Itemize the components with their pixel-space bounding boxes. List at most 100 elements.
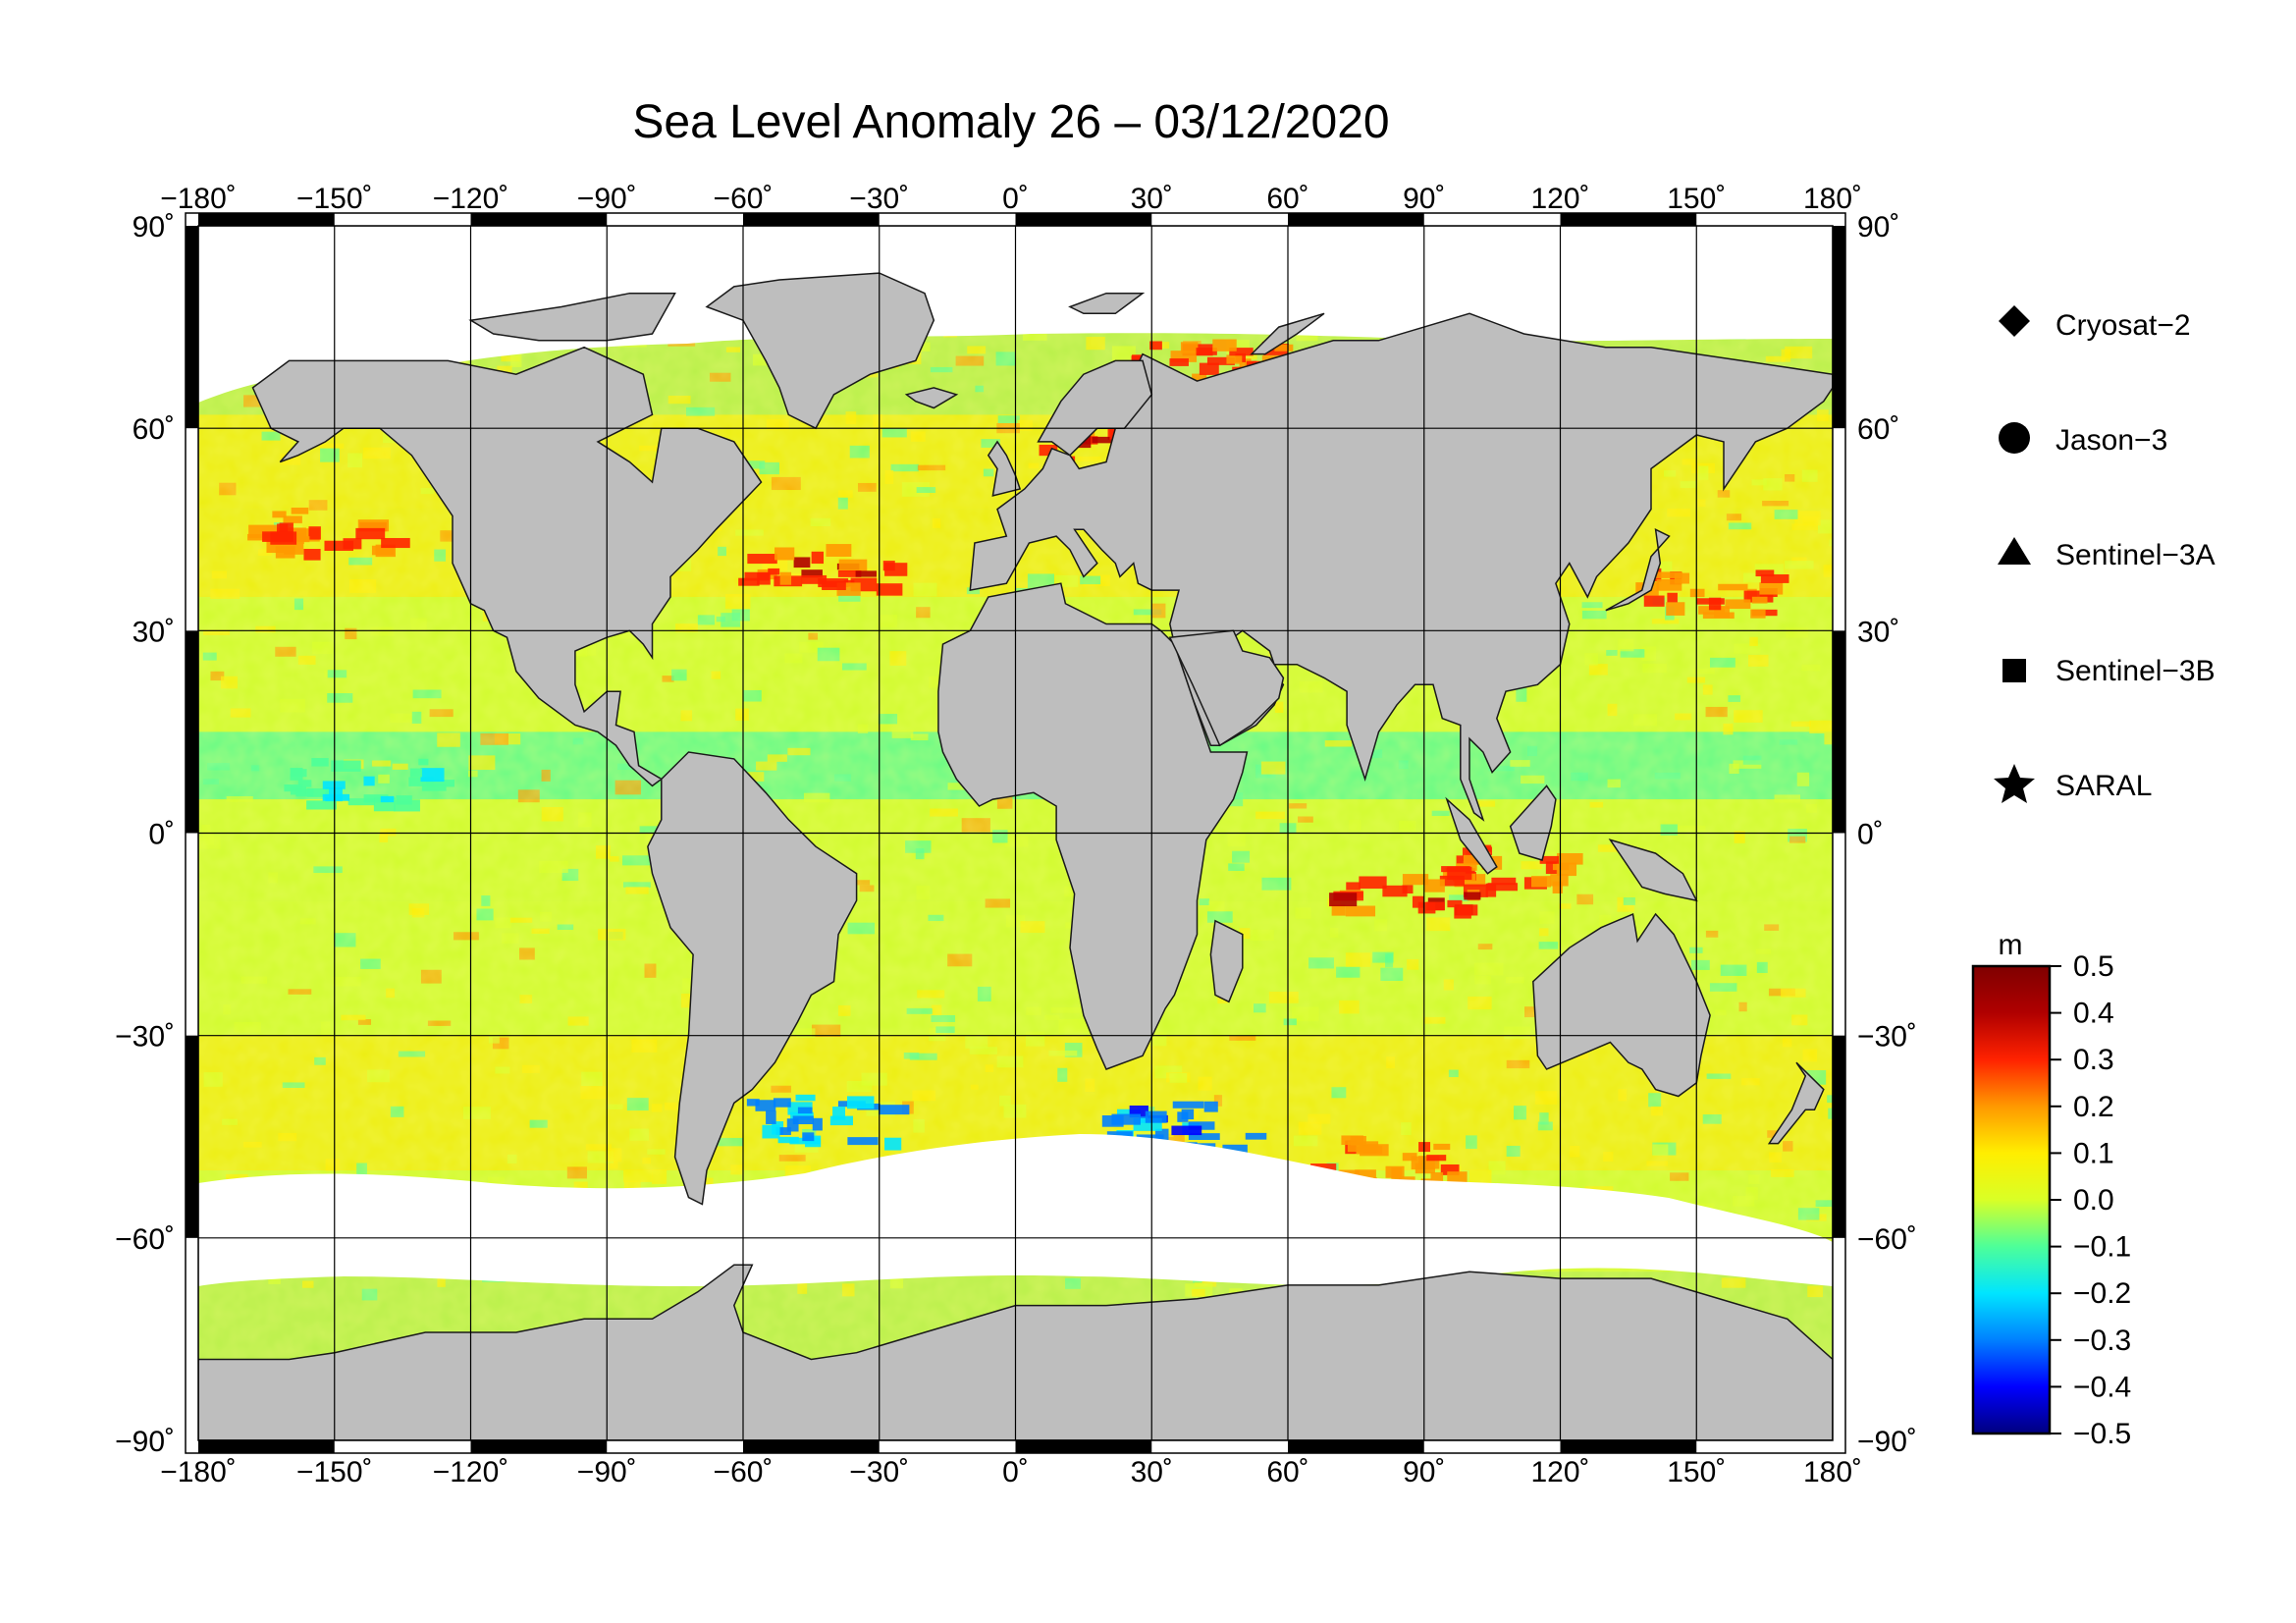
longitude-label-top: −120˚ [433,183,509,215]
legend-label: SARAL [2056,770,2152,802]
longitude-labels-top: −180˚ −150˚ −120˚ −90˚ −60˚ −30˚ 0˚ 30˚ 60˚ 90˚ 12… [160,183,1862,215]
anomaly-feature-southern-ocean-indian [1355,1169,1376,1178]
longitude-label-bottom: −180˚ [160,1456,237,1488]
frame-bar-right [1833,226,1845,429]
latitude-label-left: −30˚ [115,1021,175,1054]
anomaly-feature-indonesian-seas [1557,852,1583,865]
anomaly-feature-north-pacific-gulf-of-alaska [381,537,410,549]
anomaly-feature-kuroshio [1725,599,1751,610]
anomaly-feature-north-pacific-gulf-of-alaska [297,536,310,543]
anomaly-feature-south-indian-band [1359,876,1387,890]
frame-bar-right [1833,1035,1845,1238]
anomaly-feature-south-indian-band [1382,885,1408,897]
anomaly-feature-kuroshio [1698,606,1726,615]
anomaly-feature-southern-ocean-argentine-basin [786,1118,799,1132]
longitude-label-top: −60˚ [714,183,774,215]
anomaly-feature-kuroshio [1718,583,1748,591]
colorbar-ticks: 0.5 0.4 0.3 0.2 0.1 0.0 −0.1 −0.2 −0.3 −0.4 −0.5 [2050,950,2131,1450]
colorbar-tick-label: 0.0 [2073,1184,2114,1217]
anomaly-feature-kuroshio [1751,596,1768,604]
anomaly-feature-tropical-pacific-band [363,794,389,803]
anomaly-feature-southern-ocean-argentine-basin [829,1115,853,1126]
longitude-label-bottom: −120˚ [433,1456,509,1488]
anomaly-feature-southern-ocean-south-africa [1222,1144,1248,1156]
legend-label: Sentinel−3B [2056,655,2216,687]
anomaly-feature-tropical-pacific-band [311,758,329,767]
anomaly-feature-southern-ocean-south-africa [1188,1133,1220,1141]
land-arabia-anchor [1168,629,1285,747]
anomaly-feature-north-atlantic-gulf-stream [744,571,770,581]
anomaly-feature-north-atlantic-gulf-stream [768,568,780,575]
triangle-icon [1998,537,2031,565]
anomaly-feature-tropical-pacific-band [418,758,429,766]
longitude-label-bottom: −60˚ [714,1456,774,1488]
land-svalbard [1068,292,1146,315]
land-new-zealand [1767,1061,1825,1145]
anomaly-feature-north-atlantic-gulf-stream [837,569,862,577]
anomaly-feature-tropical-pacific-band [290,767,303,781]
longitude-label-bottom: −90˚ [577,1456,637,1488]
longitude-label-bottom: −150˚ [296,1456,373,1488]
anomaly-feature-tropical-pacific-band [420,768,445,783]
longitude-label-bottom: −30˚ [849,1456,909,1488]
anomaly-feature-southern-ocean-indian [1402,1153,1417,1162]
legend-item-cryosat-2: Cryosat−2 [1999,305,2191,342]
anomaly-feature-north-atlantic-gulf-stream [801,574,828,584]
anomaly-feature-north-atlantic-gulf-stream [882,561,895,571]
longitude-label-top: −180˚ [160,183,237,215]
latitude-label-left: 90˚ [133,211,175,243]
anomaly-feature-southern-ocean-south-africa [1181,1109,1195,1120]
legend-label: Jason−3 [2056,424,2167,457]
anomaly-feature-north-pacific-gulf-of-alaska [291,507,309,514]
square-icon [2002,659,2026,682]
frame-bar-bottom [1560,1440,1697,1453]
frame-bar-bottom [470,1440,608,1453]
anomaly-feature-south-indian-band [1464,892,1481,900]
land-north-america [251,346,763,787]
anomaly-feature-southern-ocean-argentine-basin [878,1105,910,1115]
anomaly-feature-kuroshio [1666,602,1685,616]
anomaly-feature-southern-ocean-argentine-basin [797,1107,813,1114]
land-new-guinea [1608,839,1698,902]
anomaly-feature-southern-ocean-south-africa [1117,1109,1141,1115]
longitude-label-top: 120˚ [1530,183,1589,215]
anomaly-feature-north-pacific-gulf-of-alaska [343,538,362,550]
colorbar-tick-label: −0.1 [2073,1231,2131,1264]
colorbar-tick-label: −0.3 [2073,1325,2131,1357]
anomaly-feature-southern-ocean-argentine-basin [777,1136,799,1144]
anomaly-feature-barents-sea [1229,348,1254,356]
anomaly-feature-barents-sea [1226,354,1243,364]
anomaly-feature-north-atlantic-gulf-stream [822,580,846,591]
longitude-label-bottom: 0˚ [1002,1456,1029,1488]
anomaly-feature-north-pacific-gulf-of-alaska [355,527,386,540]
legend-item-sentinel-3a: Sentinel−3A [1998,537,2216,571]
anomaly-feature-kuroshio [1760,573,1789,583]
colorbar-tick-label: 0.3 [2073,1044,2114,1076]
anomaly-feature-southern-ocean-indian [1447,1171,1468,1185]
anomaly-feature-kuroshio [1759,582,1784,595]
anomaly-feature-north-atlantic-gulf-stream [838,559,868,572]
longitude-label-bottom: 30˚ [1131,1456,1173,1488]
anomaly-feature-southern-ocean-argentine-basin [847,1137,879,1146]
anomaly-feature-north-atlantic-gulf-stream [779,571,792,585]
anomaly-feature-southern-ocean-indian [1433,1143,1451,1151]
longitude-label-bottom: 90˚ [1403,1456,1445,1488]
anomaly-feature-barents-sea [1196,348,1217,355]
anomaly-feature-southern-ocean-argentine-basin [766,1110,776,1124]
anomaly-feature-kuroshio [1643,595,1665,607]
land-uk [987,440,1022,497]
land-iceland [904,387,959,409]
land-eurasia [969,312,1833,822]
latitude-label-right: −60˚ [1857,1223,1917,1256]
anomaly-feature-north-pacific-gulf-of-alaska [272,511,287,518]
anomaly-feature-barents-sea [1239,358,1252,370]
frame-bar-top [1560,213,1697,226]
latitude-label-right: 30˚ [1857,616,1899,648]
anomaly-feature-tropical-pacific-band [347,798,375,806]
longitude-label-bottom: 60˚ [1266,1456,1308,1488]
anomaly-feature-southern-ocean-indian [1347,1141,1379,1153]
anomaly-feature-kuroshio [1755,569,1775,577]
latitude-label-right: 0˚ [1857,819,1884,851]
anomaly-feature-north-pacific-gulf-of-alaska [277,523,289,532]
land-australia [1532,912,1711,1098]
